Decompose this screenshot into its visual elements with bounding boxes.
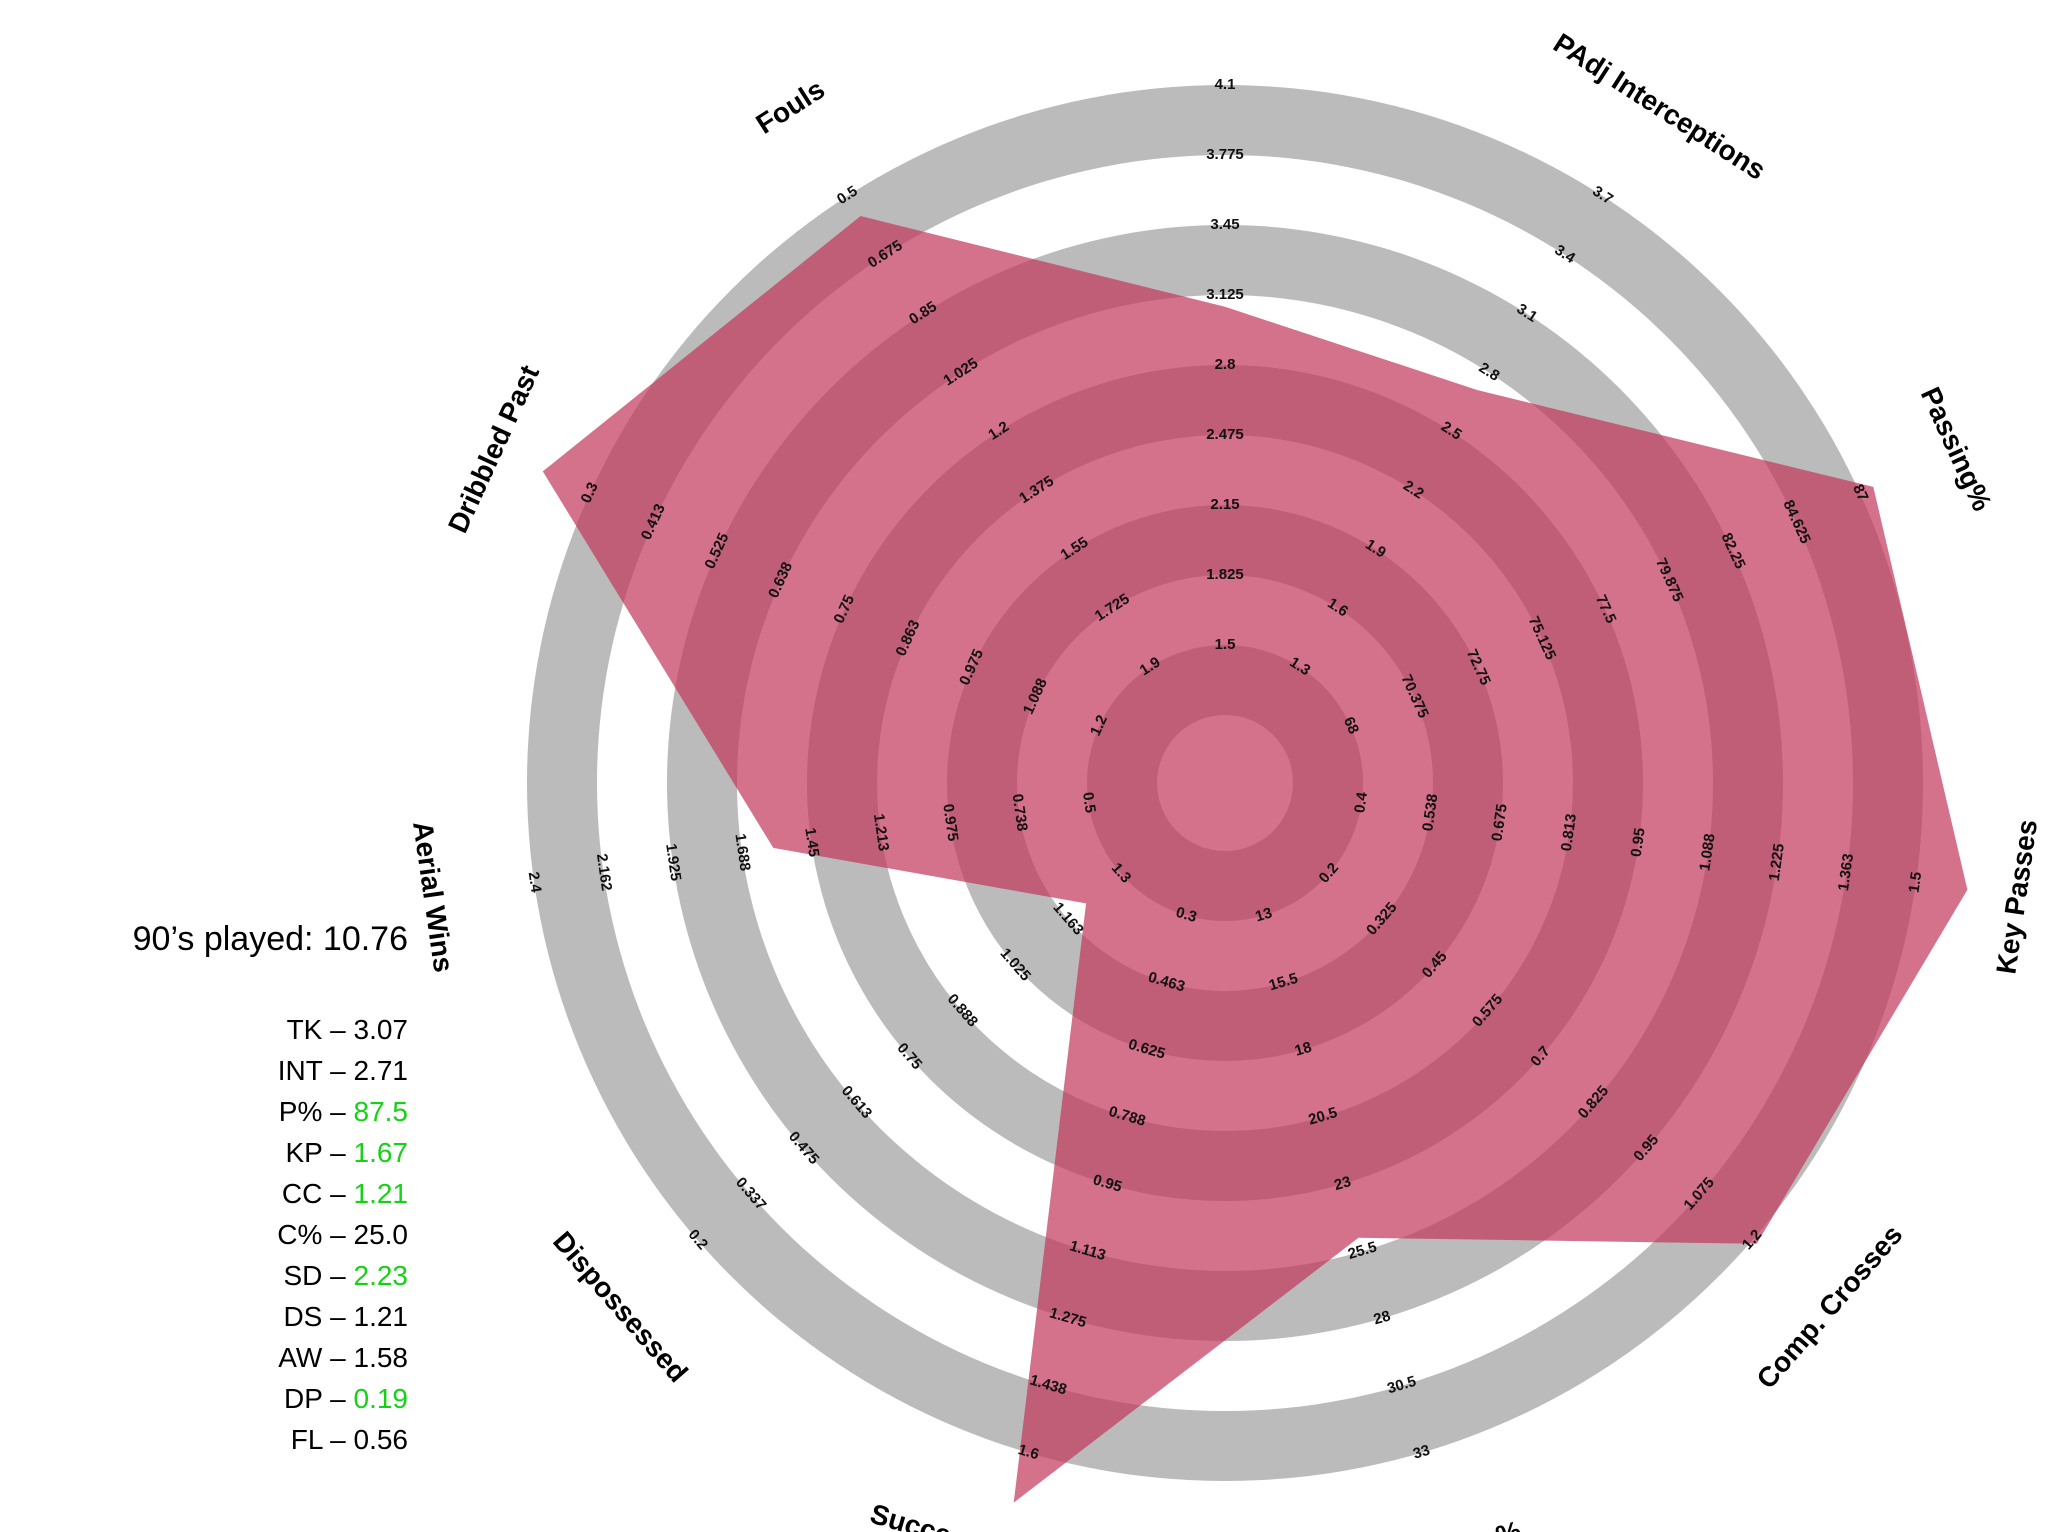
stat-value: 87.5 [353,1096,409,1127]
stat-key: INT [277,1055,323,1086]
tick-label: 0.95 [1628,827,1649,858]
stat-value: 0.19 [353,1383,409,1414]
stat-value: 1.67 [353,1137,409,1168]
stat-key: P% [278,1096,323,1127]
stat-key: TK [286,1014,323,1045]
stat-row-kp: KP – 1.67 [285,1137,409,1168]
tick-label: 2.475 [1206,426,1244,443]
stat-row-cpct: C% – 25.0 [277,1219,409,1250]
stat-key: C% [277,1219,323,1250]
tick-label: 0.738 [1009,793,1031,833]
tick-label: 0.975 [939,803,961,843]
stat-row-cc: CC – 1.21 [281,1178,409,1209]
tick-label: 3.125 [1206,286,1244,303]
stat-key: DP [283,1383,323,1414]
tick-label: 1.5 [1215,636,1236,653]
stat-row-int: INT – 2.71 [277,1055,409,1086]
stat-row-sd: SD – 2.23 [283,1260,409,1291]
tick-label: 1.688 [731,833,753,873]
stat-value: 2.23 [353,1260,409,1291]
stat-row-ds: DS – 1.21 [283,1301,409,1332]
stat-value: 2.71 [353,1055,409,1086]
tick-label: 1.6 [1016,1441,1041,1463]
stat-list: TK – 3.07 INT – 2.71 P% – 87.5 KP – 1.67 CC … [133,1009,408,1460]
stat-row-dp: DP – 0.19 [283,1383,409,1414]
tick-label: 1.925 [662,843,684,883]
tick-label: 4.1 [1215,76,1236,93]
tick-label: 0.3 [1174,904,1199,926]
tick-label: 1.825 [1206,566,1244,583]
tick-label: 18 [1293,1039,1314,1060]
games-played: 90’s played: 10.76 [132,920,408,958]
stat-key: SD [283,1260,323,1291]
tick-label: 3.775 [1206,146,1244,163]
tick-label: 2.8 [1215,356,1236,373]
tick-label: 1.088 [1696,833,1718,873]
tick-label: 33 [1411,1442,1432,1463]
stat-value: 25.0 [353,1219,409,1250]
tick-label: 2.4 [525,871,545,895]
tick-label: 0.4 [1351,790,1371,814]
tick-label: 1.213 [870,813,892,853]
stat-row-ppct: P% – 87.5 [278,1096,409,1127]
tick-label: 0.813 [1558,813,1580,853]
stat-value: 3.07 [353,1014,409,1045]
tick-label: 0.675 [1489,803,1511,843]
tick-label: 2.15 [1210,496,1239,513]
tick-label: 0.538 [1419,793,1441,833]
stat-key: CC [281,1178,323,1209]
stats-panel: 90’s played: 10.76 TK – 3.07 INT – 2.71 P%… [133,920,408,1460]
stat-row-fl: FL – 0.56 [290,1424,409,1455]
tick-label: 28 [1372,1307,1393,1328]
stat-key: FL [290,1424,323,1455]
stat-row-tk: TK – 3.07 [286,1014,409,1045]
axis-label: Fouls [750,73,830,139]
tick-label: 1.225 [1766,843,1788,883]
tick-label: 68 [1340,714,1362,736]
tick-label: 3.45 [1210,216,1239,233]
axis-label: Aerial Wins [407,819,459,974]
stat-value: 1.58 [353,1342,409,1373]
stat-value: 1.21 [353,1301,409,1332]
stat-value: 0.56 [353,1424,409,1455]
tick-label: 0.5 [1079,791,1099,814]
tick-label: 1.45 [801,827,822,858]
tick-label: 87 [1849,482,1871,504]
stat-key: KP [285,1137,323,1168]
tick-label: 23 [1332,1173,1353,1194]
tick-label: 2.162 [593,853,615,893]
axis-label: Key Passes [1990,818,2043,977]
tick-label: 1.5 [1906,871,1926,894]
stat-value: 1.21 [353,1178,409,1209]
tick-label: 13 [1253,904,1274,925]
player-value-polygon [542,216,1968,1503]
stat-row-aw: AW – 1.58 [278,1342,409,1373]
stat-key: DS [283,1301,323,1332]
stat-key: AW [278,1342,323,1373]
tick-label: 1.363 [1835,853,1857,893]
